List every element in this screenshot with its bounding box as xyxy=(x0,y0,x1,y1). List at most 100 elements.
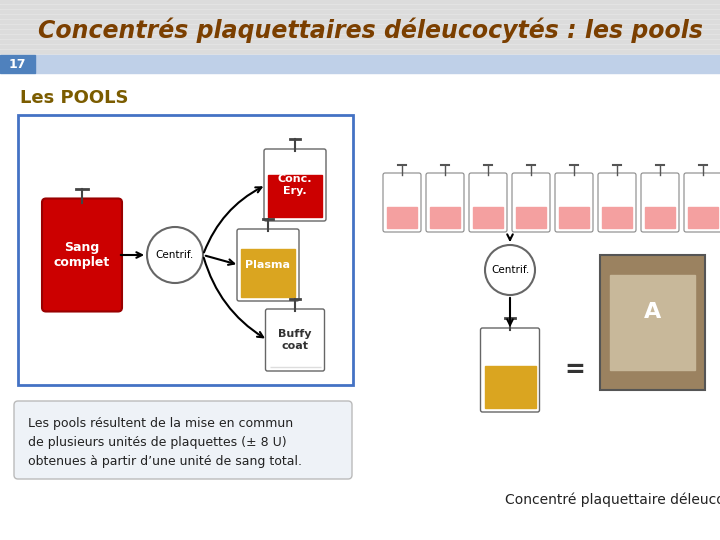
Bar xyxy=(0,189,720,192)
Bar xyxy=(610,275,695,370)
Bar xyxy=(0,336,720,340)
Bar xyxy=(0,483,720,487)
Bar xyxy=(0,0,720,3)
Bar xyxy=(0,5,720,8)
Bar xyxy=(0,140,720,144)
Bar xyxy=(387,207,417,228)
Bar xyxy=(0,490,720,494)
Bar xyxy=(0,238,720,241)
Bar xyxy=(0,420,720,423)
Bar xyxy=(0,28,720,31)
Bar xyxy=(430,207,460,228)
Bar xyxy=(0,476,720,480)
Bar xyxy=(0,497,720,501)
Bar xyxy=(0,350,720,354)
FancyBboxPatch shape xyxy=(18,115,353,385)
Bar xyxy=(0,280,720,284)
Bar xyxy=(0,231,720,234)
Bar xyxy=(0,10,720,12)
FancyBboxPatch shape xyxy=(598,173,636,232)
Bar xyxy=(0,399,720,402)
Bar xyxy=(0,315,720,319)
Bar xyxy=(241,249,295,297)
Text: Concentrés plaquettaires déleucocytés : les pools: Concentrés plaquettaires déleucocytés : … xyxy=(38,17,703,43)
Bar xyxy=(0,0,720,3)
Bar xyxy=(0,203,720,206)
Bar xyxy=(516,207,546,228)
Bar xyxy=(0,50,720,52)
Bar xyxy=(0,42,720,45)
Circle shape xyxy=(147,227,203,283)
Bar xyxy=(559,207,589,228)
Bar xyxy=(0,55,35,73)
Bar xyxy=(0,224,720,227)
Text: Plasma: Plasma xyxy=(246,260,290,270)
Bar xyxy=(0,434,720,437)
FancyBboxPatch shape xyxy=(426,173,464,232)
Text: Centrif.: Centrif. xyxy=(491,265,529,275)
Bar xyxy=(268,176,322,217)
Bar xyxy=(0,217,720,220)
Text: Buffy
coat: Buffy coat xyxy=(278,329,312,351)
Text: Concentré plaquettaire déleucocyté (Pool): Concentré plaquettaire déleucocyté (Pool… xyxy=(505,492,720,507)
FancyBboxPatch shape xyxy=(600,255,705,390)
Text: Les pools résultent de la mise en commun
de plusieurs unités de plaquettes (± 8 : Les pools résultent de la mise en commun… xyxy=(28,417,302,468)
Text: Centrif.: Centrif. xyxy=(156,250,194,260)
Text: Sang
complet: Sang complet xyxy=(54,241,110,269)
FancyBboxPatch shape xyxy=(264,149,326,221)
Bar xyxy=(0,273,720,276)
Bar xyxy=(0,427,720,430)
Circle shape xyxy=(485,245,535,295)
Bar xyxy=(0,35,720,38)
FancyBboxPatch shape xyxy=(480,328,539,412)
Bar xyxy=(473,207,503,228)
Bar xyxy=(0,98,720,102)
Bar xyxy=(0,441,720,444)
Bar xyxy=(0,77,720,80)
Bar xyxy=(0,357,720,361)
Bar xyxy=(0,511,720,515)
Bar xyxy=(0,385,720,388)
Bar xyxy=(645,207,675,228)
Bar xyxy=(0,504,720,508)
Bar xyxy=(0,378,720,381)
Bar xyxy=(0,49,720,52)
FancyBboxPatch shape xyxy=(14,401,352,479)
Text: Conc.
Ery.: Conc. Ery. xyxy=(278,174,312,196)
FancyBboxPatch shape xyxy=(42,199,122,312)
Bar xyxy=(0,84,720,87)
Bar xyxy=(0,25,720,28)
FancyBboxPatch shape xyxy=(266,309,325,371)
Bar xyxy=(0,112,720,116)
FancyBboxPatch shape xyxy=(512,173,550,232)
Bar xyxy=(0,210,720,213)
Bar xyxy=(0,0,720,55)
Text: 17: 17 xyxy=(8,57,26,71)
Bar xyxy=(485,366,536,408)
Bar xyxy=(0,105,720,109)
Bar xyxy=(0,343,720,347)
Bar xyxy=(0,462,720,465)
Bar xyxy=(0,308,720,312)
Bar xyxy=(0,301,720,305)
Bar xyxy=(0,161,720,165)
FancyBboxPatch shape xyxy=(383,173,421,232)
Bar xyxy=(602,207,632,228)
Bar xyxy=(0,329,720,333)
Bar xyxy=(0,539,720,540)
Bar xyxy=(0,259,720,262)
Bar xyxy=(0,154,720,158)
Bar xyxy=(0,119,720,123)
Bar xyxy=(0,413,720,416)
Bar xyxy=(0,35,720,37)
Bar xyxy=(0,56,720,59)
Bar xyxy=(0,14,720,17)
Bar xyxy=(0,364,720,368)
Bar xyxy=(0,133,720,137)
Bar xyxy=(0,322,720,326)
Text: A: A xyxy=(644,302,661,322)
Bar xyxy=(0,182,720,186)
Bar xyxy=(688,207,718,228)
Bar xyxy=(35,55,720,73)
Text: Les POOLS: Les POOLS xyxy=(20,89,128,107)
